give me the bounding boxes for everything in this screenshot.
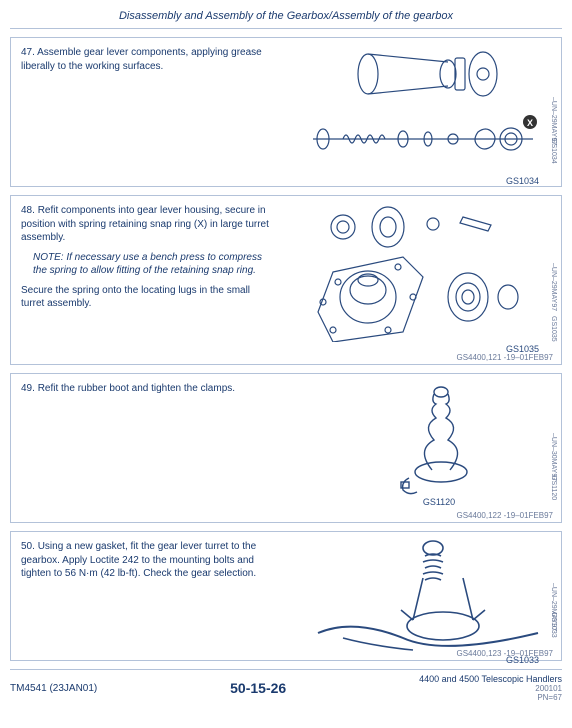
step-num: 50. — [21, 541, 35, 552]
footer-code: GS4400,123 -19–01FEB97 — [456, 649, 553, 658]
footer-right: 4400 and 4500 Telescopic Handlers 200101… — [419, 674, 562, 702]
step-body: Refit components into gear lever housing… — [21, 205, 269, 243]
rubber-boot-drawing — [381, 380, 501, 495]
step-47-text: 47. Assemble gear lever components, appl… — [21, 46, 275, 73]
step-body: Refit the rubber boot and tighten the cl… — [38, 383, 235, 394]
figure-50: GS1033 — [313, 538, 543, 665]
step-num: 48. — [21, 205, 35, 216]
footer-right-1: 4400 and 4500 Telescopic Handlers — [419, 674, 562, 684]
panel-step-47: 47. Assemble gear lever components, appl… — [10, 37, 562, 187]
side-label-fig: GS1120 — [550, 475, 557, 500]
step-48-text: 48. Refit components into gear lever hou… — [21, 204, 275, 311]
fig-label: GS1120 — [423, 497, 455, 507]
step-body: Assemble gear lever components, applying… — [21, 47, 262, 72]
panel-step-48: 48. Refit components into gear lever hou… — [10, 195, 562, 365]
gear-lever-housing-drawing — [293, 202, 543, 342]
header-title: Disassembly and Assembly of the Gearbox/… — [119, 10, 453, 22]
step-note: NOTE: If necessary use a bench press to … — [33, 251, 275, 278]
panel-step-50: 50. Using a new gasket, fit the gear lev… — [10, 531, 562, 661]
gear-lever-turret-drawing — [313, 538, 543, 653]
svg-text:X: X — [527, 118, 533, 128]
step-49-text: 49. Refit the rubber boot and tighten th… — [21, 382, 275, 396]
side-label-fig: GS1034 — [550, 138, 557, 164]
side-label-fig: GS1033 — [550, 612, 557, 638]
footer-page-num: 50-15-26 — [230, 680, 286, 696]
figure-48: GS1035 — [293, 202, 543, 354]
panel-step-49: 49. Refit the rubber boot and tighten th… — [10, 373, 562, 523]
footer-right-3: PN=67 — [419, 693, 562, 702]
step-50-text: 50. Using a new gasket, fit the gear lev… — [21, 540, 275, 581]
footer-left: TM4541 (23JAN01) — [10, 683, 97, 694]
step-body-2: Secure the spring onto the locating lugs… — [21, 284, 275, 311]
figure-49: GS1120 — [381, 380, 501, 507]
footer-code: GS4400,121 -19–01FEB97 — [456, 353, 553, 362]
gear-lever-components-drawing: X — [273, 44, 543, 174]
step-num: 47. — [21, 47, 35, 58]
side-label-fig: GS1035 — [550, 316, 557, 342]
footer-right-2: 200101 — [419, 684, 562, 693]
footer-code: GS4400,122 -19–01FEB97 — [456, 511, 553, 520]
page-footer: TM4541 (23JAN01) 50-15-26 4400 and 4500 … — [10, 669, 562, 702]
side-label-date: –UN–29MAY97 — [550, 263, 557, 311]
figure-47: X GS1034 — [273, 44, 543, 186]
step-body: Using a new gasket, fit the gear lever t… — [21, 541, 256, 579]
step-num: 49. — [21, 383, 35, 394]
page-header: Disassembly and Assembly of the Gearbox/… — [10, 6, 562, 29]
fig-label: GS1034 — [506, 176, 539, 186]
